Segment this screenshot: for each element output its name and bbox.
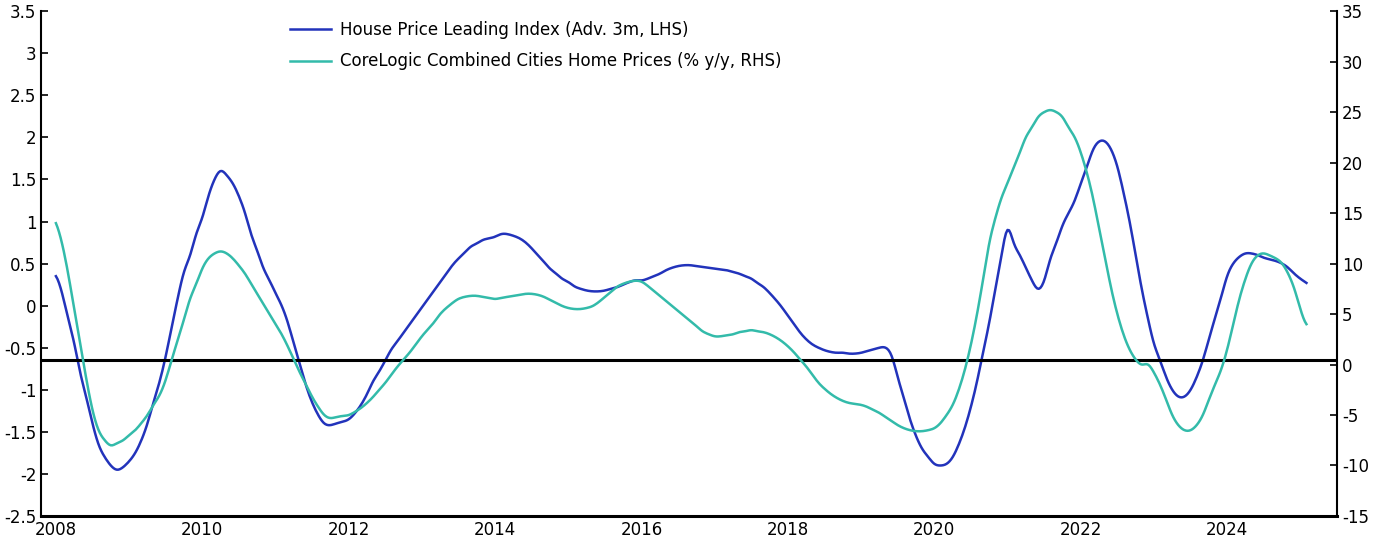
House Price Leading Index (Adv. 3m, LHS) [1127,253,1144,260]
CoreLogic Combined Cities Home Prices (% y/y, RHS) [1299,321,1315,327]
CoreLogic Combined Cities Home Prices (% y/y, RHS) [776,339,792,346]
House Price Leading Index (Adv. 3m, LHS) [126,451,143,458]
House Price Leading Index (Adv. 3m, LHS) [1299,280,1315,286]
Legend: House Price Leading Index (Adv. 3m, LHS), CoreLogic Combined Cities Home Prices : House Price Leading Index (Adv. 3m, LHS)… [283,15,788,77]
CoreLogic Combined Cities Home Prices (% y/y, RHS) [48,220,65,226]
House Price Leading Index (Adv. 3m, LHS) [776,307,792,313]
House Price Leading Index (Adv. 3m, LHS) [1093,137,1109,144]
CoreLogic Combined Cities Home Prices (% y/y, RHS) [126,428,143,434]
CoreLogic Combined Cities Home Prices (% y/y, RHS) [809,377,825,383]
CoreLogic Combined Cities Home Prices (% y/y, RHS) [998,184,1015,190]
Line: CoreLogic Combined Cities Home Prices (% y/y, RHS): CoreLogic Combined Cities Home Prices (%… [56,110,1307,445]
CoreLogic Combined Cities Home Prices (% y/y, RHS) [104,442,121,449]
House Price Leading Index (Adv. 3m, LHS) [108,466,125,473]
CoreLogic Combined Cities Home Prices (% y/y, RHS) [846,401,862,407]
CoreLogic Combined Cities Home Prices (% y/y, RHS) [1127,356,1144,363]
Line: House Price Leading Index (Adv. 3m, LHS): House Price Leading Index (Adv. 3m, LHS) [56,141,1307,470]
CoreLogic Combined Cities Home Prices (% y/y, RHS) [1042,107,1059,113]
House Price Leading Index (Adv. 3m, LHS) [809,344,825,350]
House Price Leading Index (Adv. 3m, LHS) [48,273,65,280]
House Price Leading Index (Adv. 3m, LHS) [846,350,862,357]
House Price Leading Index (Adv. 3m, LHS) [998,230,1015,237]
